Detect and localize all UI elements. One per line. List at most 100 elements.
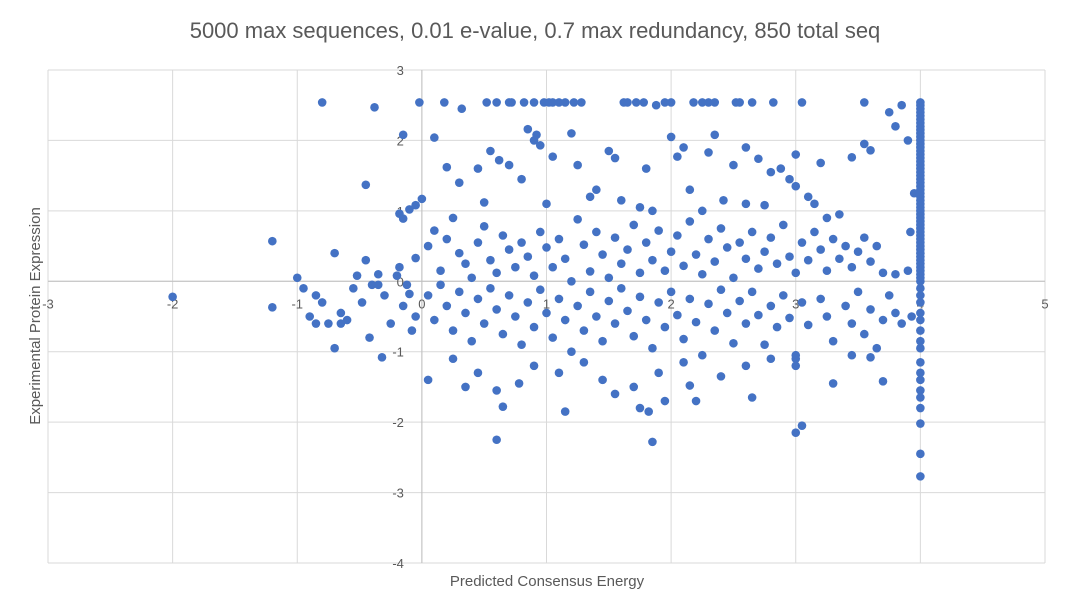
data-point (785, 313, 794, 323)
data-point (679, 357, 688, 367)
data-point (454, 248, 464, 258)
data-point (405, 205, 414, 214)
data-point (704, 299, 713, 309)
data-point (710, 257, 720, 266)
data-point (641, 238, 651, 247)
data-point (847, 262, 857, 272)
data-point (641, 315, 651, 325)
y-tick-label: 2 (397, 133, 404, 148)
data-point (548, 262, 558, 272)
data-point (330, 248, 339, 258)
data-point (797, 421, 807, 430)
data-point (916, 343, 925, 353)
data-point (691, 250, 701, 259)
data-point (847, 319, 857, 328)
data-point (592, 227, 601, 237)
data-point (735, 238, 744, 247)
data-point (492, 305, 501, 314)
data-point (336, 319, 346, 328)
data-point (305, 312, 315, 321)
data-point (417, 194, 427, 204)
data-point (797, 98, 807, 107)
data-point (791, 350, 801, 360)
data-point (635, 403, 645, 413)
data-point (697, 350, 707, 360)
data-point (330, 343, 339, 353)
y-axis-label: Experimental Protein Expression (27, 207, 44, 425)
data-point (878, 315, 888, 325)
data-point (716, 372, 726, 381)
data-point (461, 308, 470, 318)
data-point (454, 178, 464, 187)
data-point (461, 382, 470, 392)
data-point (402, 280, 412, 290)
data-point (560, 254, 570, 264)
data-point (411, 253, 420, 263)
data-point (299, 284, 308, 293)
data-point (461, 259, 470, 268)
data-point (486, 146, 495, 156)
x-tick-label: -1 (291, 296, 303, 311)
data-point (710, 98, 720, 107)
data-point (916, 449, 925, 459)
data-point (679, 143, 688, 152)
data-point (859, 139, 869, 149)
data-point (560, 407, 570, 416)
data-point (916, 403, 925, 413)
chart-title: 5000 max sequences, 0.01 e-value, 0.7 ma… (190, 18, 881, 43)
data-point (916, 375, 925, 385)
data-point (791, 361, 801, 371)
data-point (791, 268, 801, 278)
data-point (760, 340, 769, 349)
data-point (523, 124, 533, 134)
data-point (548, 333, 558, 342)
data-point (778, 291, 788, 300)
data-point (560, 98, 570, 107)
data-point (897, 100, 906, 110)
x-tick-label: 5 (1041, 296, 1048, 311)
data-point (916, 386, 925, 395)
data-point (916, 276, 925, 286)
data-point (635, 268, 645, 278)
data-point (342, 315, 352, 325)
data-point (535, 227, 545, 237)
data-point (415, 98, 424, 107)
data-point (679, 261, 688, 271)
data-point (697, 98, 707, 107)
data-point (635, 203, 645, 212)
data-point (660, 266, 670, 276)
data-point (448, 354, 458, 364)
data-point (916, 336, 925, 346)
data-point (760, 200, 769, 210)
data-point (482, 98, 491, 107)
data-point (554, 294, 564, 304)
data-point (349, 284, 358, 293)
data-point (828, 336, 838, 346)
data-point (579, 326, 589, 335)
data-point (442, 301, 452, 311)
data-point (629, 382, 639, 392)
data-point (654, 368, 663, 378)
data-point (535, 141, 545, 150)
data-point (604, 296, 614, 306)
data-point (816, 294, 825, 304)
data-point (853, 287, 863, 297)
data-point (916, 308, 925, 318)
data-point (498, 402, 508, 411)
data-point (511, 312, 520, 321)
data-point (679, 334, 688, 344)
data-point (704, 148, 713, 157)
data-point (735, 296, 744, 306)
data-point (494, 155, 504, 165)
data-point (648, 437, 657, 447)
data-point (760, 247, 769, 257)
y-tick-label: 0 (397, 274, 404, 289)
data-point (317, 98, 327, 107)
data-point (311, 319, 321, 328)
data-point (377, 353, 387, 362)
data-point (623, 245, 632, 254)
data-point (673, 152, 682, 161)
data-point (689, 98, 698, 107)
data-point (835, 210, 844, 219)
